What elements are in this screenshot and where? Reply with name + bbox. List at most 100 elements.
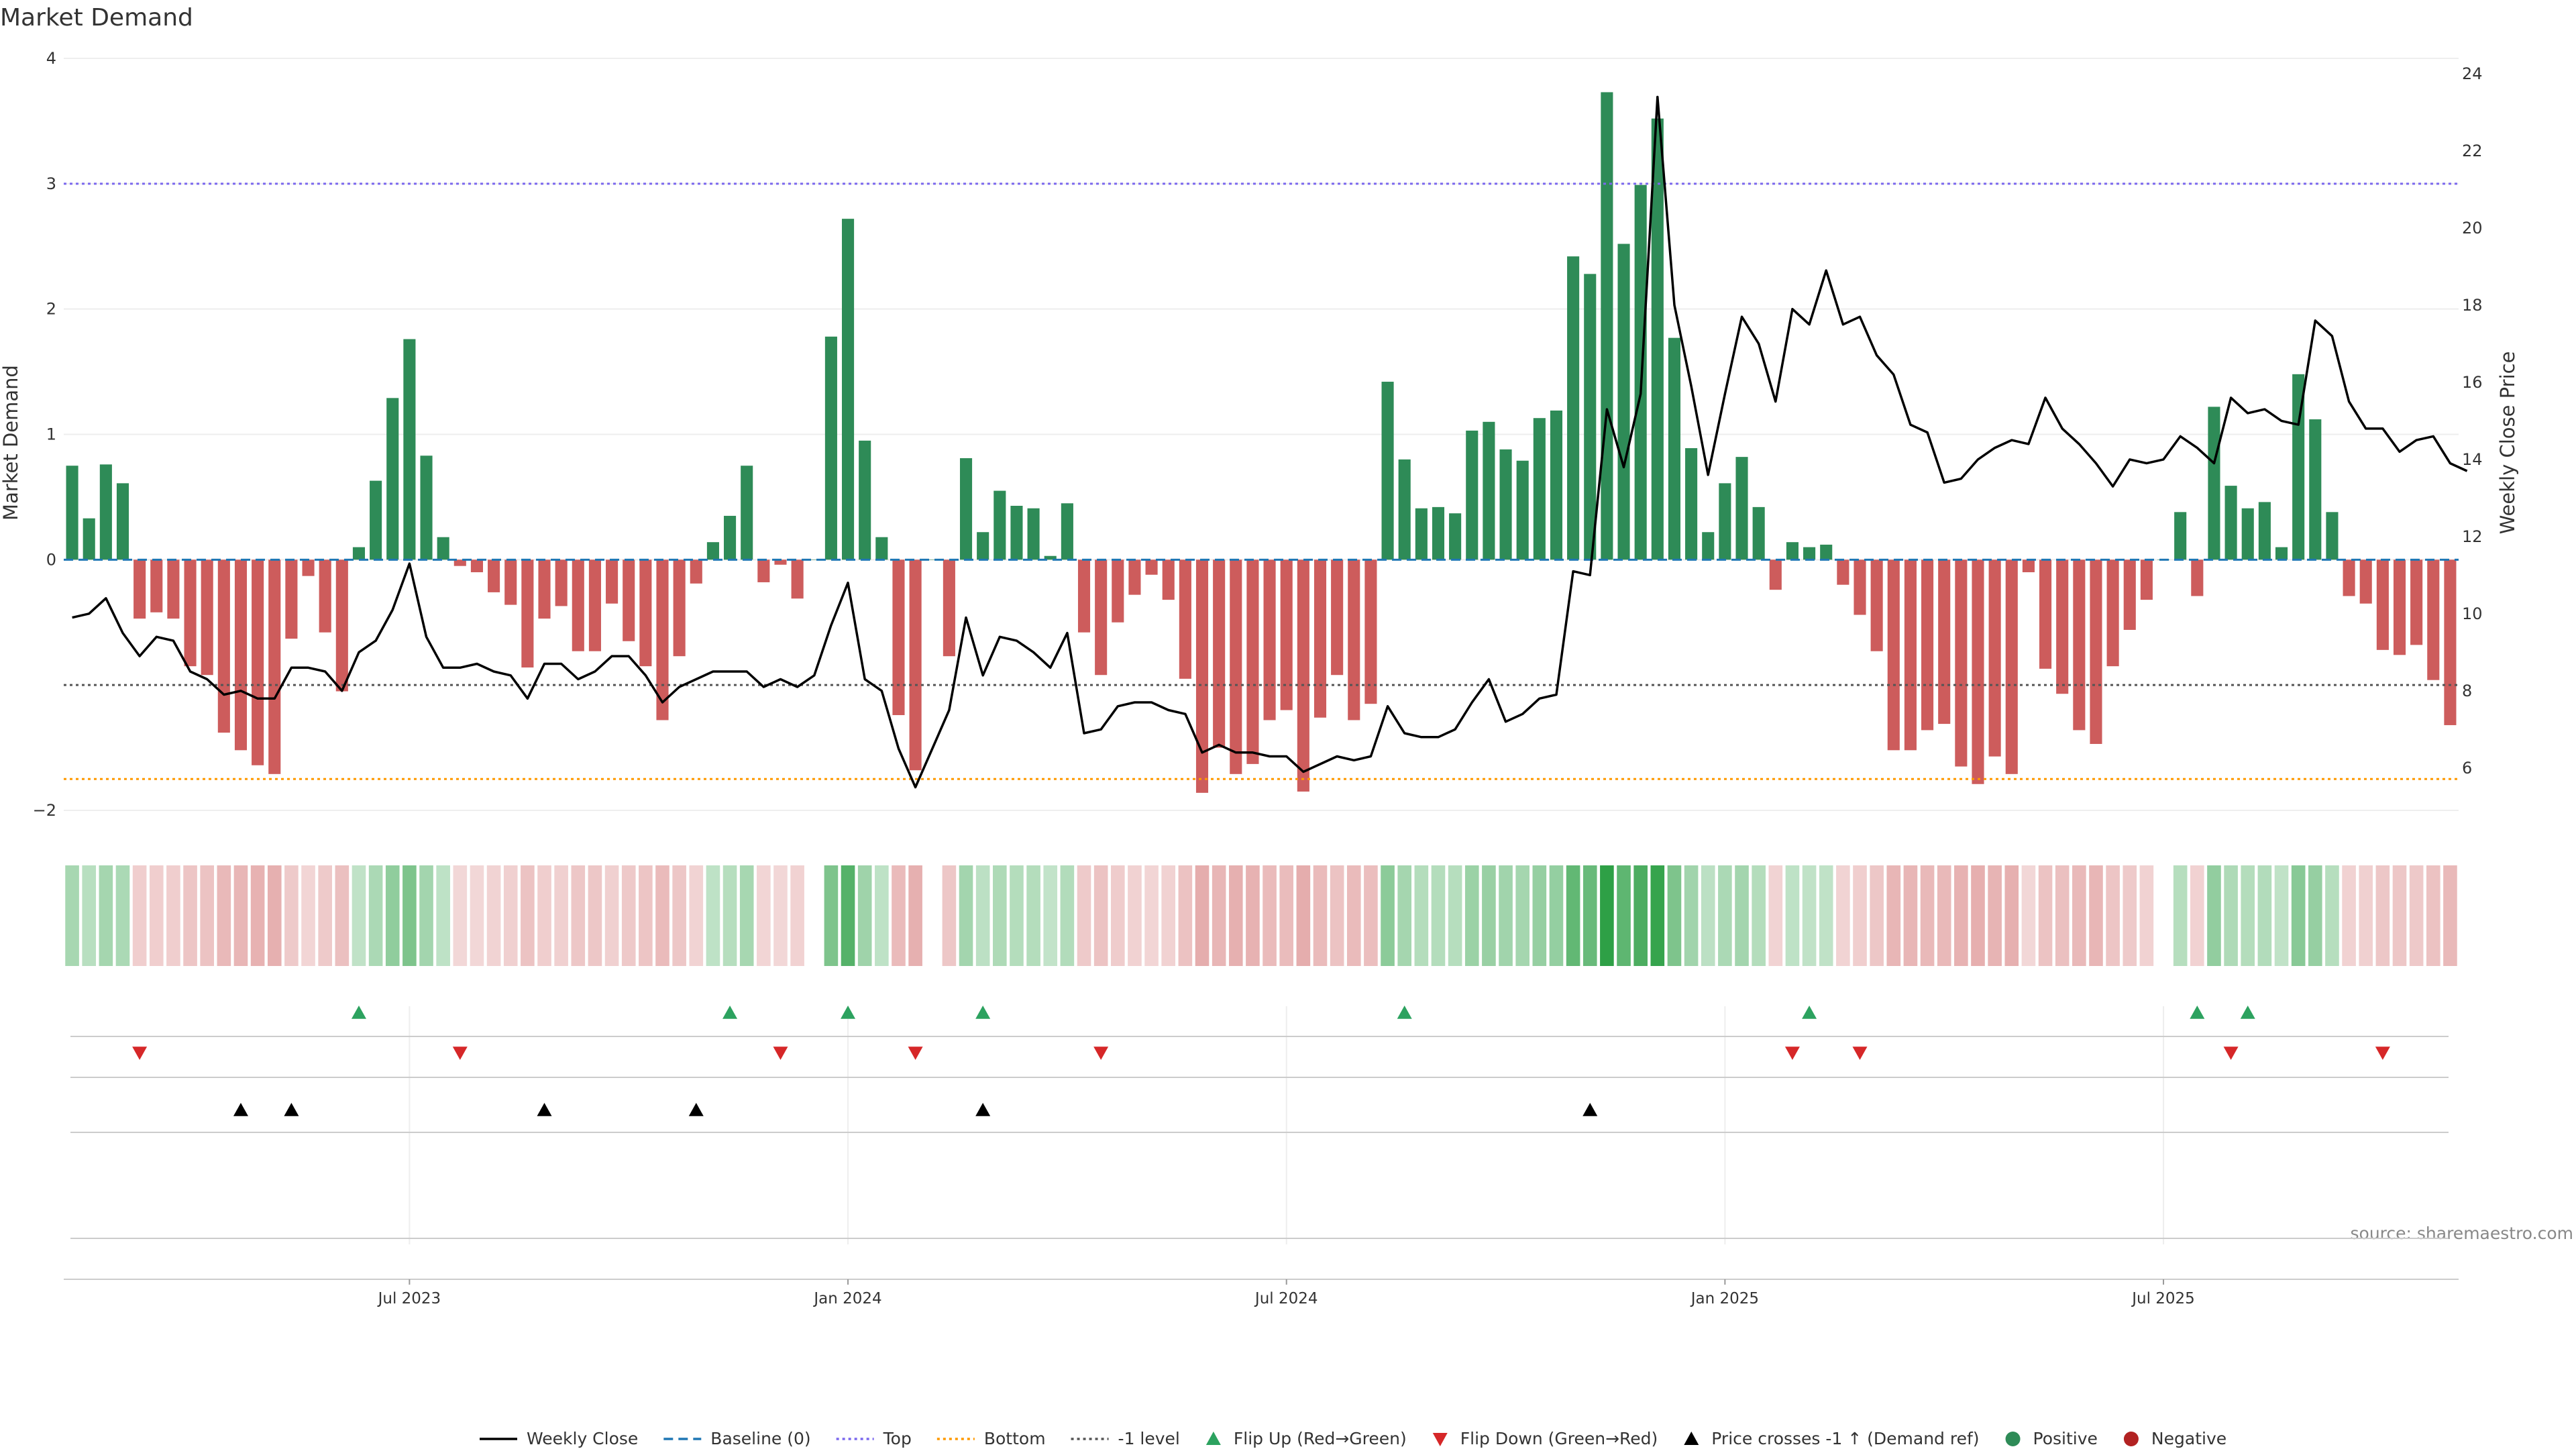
- heat-strip-cell: [2123, 865, 2137, 966]
- demand-bar-positive: [1685, 448, 1698, 560]
- heat-strip-cell: [1330, 865, 1344, 966]
- demand-bar-negative: [1972, 559, 1984, 784]
- heat-strip-cell: [2190, 865, 2204, 966]
- heat-strip-cell: [2257, 865, 2272, 966]
- heat-strip-cell: [1296, 865, 1311, 966]
- legend-label: Baseline (0): [710, 1429, 810, 1448]
- demand-bar-negative: [1364, 559, 1377, 704]
- heat-strip-cell: [2055, 865, 2070, 966]
- heat-strip-cell: [908, 865, 922, 966]
- demand-bar-positive: [1398, 459, 1411, 560]
- demand-bar-positive: [994, 490, 1006, 560]
- heat-strip-cell: [1954, 865, 1968, 966]
- demand-bar-positive: [706, 542, 719, 560]
- heat-strip-cell: [1870, 865, 1884, 966]
- flip-up-marker: [1802, 1006, 1817, 1019]
- heat-strip-cell: [2375, 865, 2390, 966]
- demand-bar-positive: [1752, 506, 1765, 560]
- heat-strip-cell: [2021, 865, 2036, 966]
- demand-bar-negative: [2393, 559, 2406, 655]
- heat-strip-cell: [1667, 865, 1682, 966]
- legend-label: Positive: [2033, 1429, 2098, 1448]
- flip-up-marker: [722, 1006, 738, 1019]
- heat-strip-cell: [1431, 865, 1446, 966]
- heat-strip-cell: [1077, 865, 1091, 966]
- heat-strip-cell: [722, 865, 737, 966]
- heat-strip-cell: [233, 865, 248, 966]
- demand-bar-negative: [2427, 559, 2440, 680]
- demand-bar-negative: [1095, 559, 1108, 676]
- heat-strip-cell: [115, 865, 130, 966]
- demand-bar-negative: [470, 559, 484, 573]
- flip-down-marker: [2375, 1046, 2390, 1060]
- heat-strip-cell: [1718, 865, 1732, 966]
- x-tick-label: Jul 2024: [1254, 1290, 1318, 1307]
- demand-bar-positive: [2208, 407, 2220, 560]
- legend-item: Baseline (0): [663, 1429, 811, 1448]
- demand-bar-negative: [504, 559, 517, 605]
- demand-bar-positive: [420, 455, 433, 560]
- heat-strip-cell: [1263, 865, 1277, 966]
- heat-strip-cell: [1532, 865, 1547, 966]
- legend-swatch: [2123, 1432, 2139, 1446]
- legend-item: Top: [836, 1429, 912, 1448]
- heat-strip-cell: [1650, 865, 1665, 966]
- heat-strip-cell: [1195, 865, 1210, 966]
- demand-bar-negative: [2123, 559, 2136, 630]
- demand-bar-negative: [606, 559, 619, 604]
- right-tick-label: 12: [2462, 527, 2483, 546]
- heat-strip-cell: [2274, 865, 2289, 966]
- heat-strip-cell: [2426, 865, 2440, 966]
- heat-strip-cell: [975, 865, 990, 966]
- demand-bar-positive: [1550, 411, 1563, 560]
- demand-bar-positive: [116, 483, 129, 560]
- price-cross-marker: [975, 1103, 991, 1116]
- demand-bar-positive: [1499, 449, 1512, 560]
- heat-strip-cell: [149, 865, 164, 966]
- price-cross-marker: [233, 1103, 248, 1116]
- demand-bar-positive: [1533, 418, 1546, 560]
- heat-strip-cell: [942, 865, 957, 966]
- legend-item: -1 level: [1071, 1429, 1180, 1448]
- demand-bar-negative: [2106, 559, 2119, 667]
- heat-strip-cell: [588, 865, 602, 966]
- demand-bar-positive: [1449, 513, 1462, 560]
- heat-strip-cell: [875, 865, 889, 966]
- heat-strip-cell: [2392, 865, 2407, 966]
- heat-strip-cell: [773, 865, 788, 966]
- price-cross-marker: [284, 1103, 299, 1116]
- legend: Weekly Close Baseline (0) Top Bottom -1 leve…: [480, 1429, 2226, 1448]
- demand-bar-negative: [1112, 559, 1124, 623]
- legend-label: Flip Up (Red→Green): [1234, 1429, 1407, 1448]
- heat-strip-cell: [1246, 865, 1260, 966]
- heat-strip-cell: [352, 865, 366, 966]
- heat-strip-cell: [217, 865, 231, 966]
- demand-bar-positive: [99, 464, 112, 560]
- heat-strip-cell: [841, 865, 855, 966]
- demand-bar-positive: [1651, 118, 1664, 560]
- demand-bar-positive: [841, 219, 855, 560]
- heat-strip-cell: [604, 865, 619, 966]
- demand-bar-negative: [538, 559, 551, 619]
- right-tick-label: 18: [2462, 296, 2483, 315]
- right-tick-label: 24: [2462, 64, 2483, 83]
- demand-bar-positive: [1381, 382, 1394, 560]
- demand-bar-positive: [386, 398, 399, 560]
- demand-bar-negative: [319, 559, 331, 633]
- heat-strip-cell: [1364, 865, 1378, 966]
- demand-bar-positive: [2224, 486, 2237, 560]
- demand-bar-positive: [1432, 506, 1445, 560]
- demand-bar-positive: [1466, 430, 1479, 560]
- heat-strip-cell: [470, 865, 484, 966]
- demand-bar-negative: [1162, 559, 1175, 600]
- heat-strip-cell: [1988, 865, 2002, 966]
- heat-strip-cell: [2072, 865, 2086, 966]
- x-tick-label: Jul 2023: [377, 1290, 441, 1307]
- heat-strip-cell: [1448, 865, 1462, 966]
- chart-title: Market Demand: [0, 4, 193, 32]
- demand-bar-negative: [285, 559, 298, 639]
- demand-bar-negative: [1769, 559, 1782, 590]
- heat-strip-cell: [790, 865, 804, 966]
